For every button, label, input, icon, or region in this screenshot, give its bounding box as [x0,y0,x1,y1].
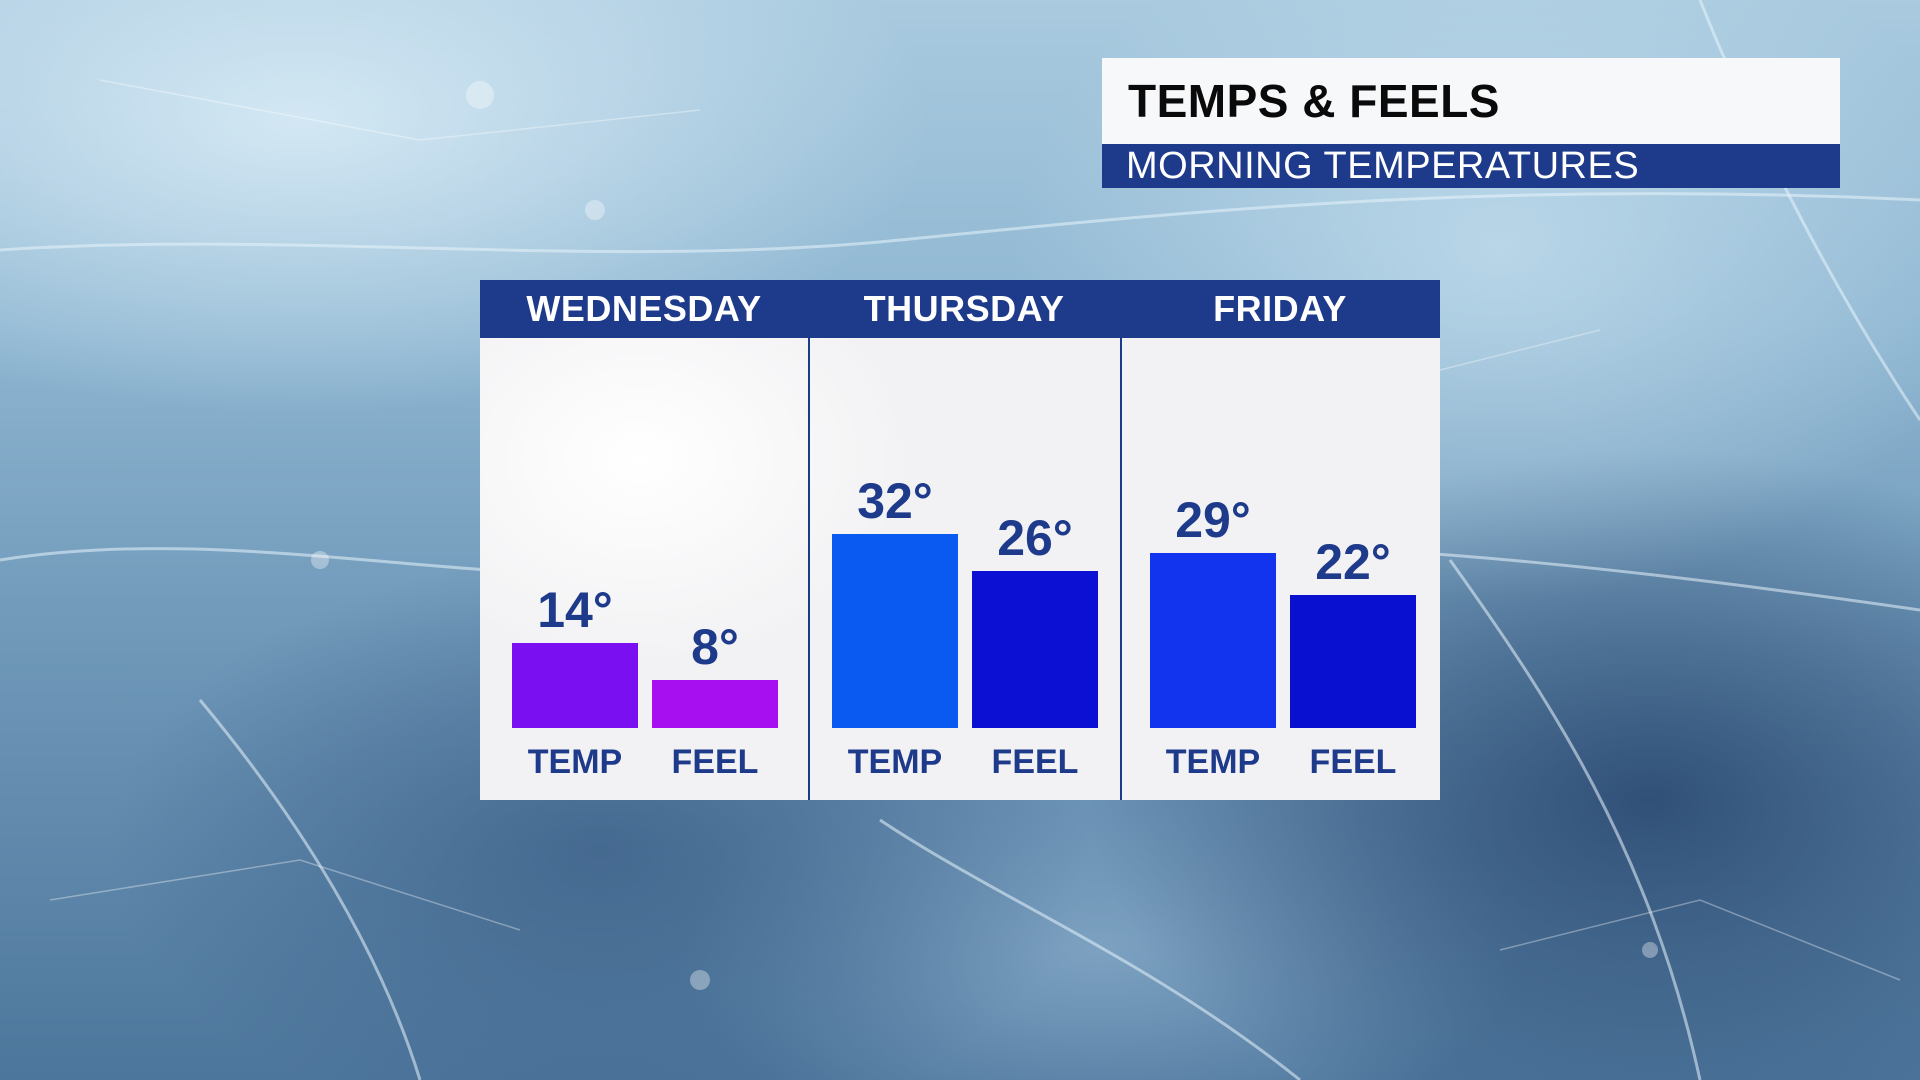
bar-series-label: TEMP [1165,743,1261,781]
bar-temp-thursday [832,534,958,728]
bar-series-label: FEEL [671,743,759,781]
chart-panel: WEDNESDAY THURSDAY FRIDAY 14° TEMP 8° FEEL 3… [480,280,1440,800]
bar-feel-friday [1290,594,1416,728]
day-label-wednesday: WEDNESDAY [526,288,762,329]
bar-value-label: 22° [1315,533,1391,590]
chart-day-header [480,280,1440,338]
bar-value-label: 8° [691,618,739,675]
bar-temp-wednesday [512,643,638,728]
bar-value-label: 14° [537,582,613,639]
day-label-friday: FRIDAY [1213,288,1347,329]
bar-series-label: TEMP [527,743,623,781]
bar-feel-wednesday [652,679,778,728]
bar-value-label: 32° [857,473,933,530]
bar-series-label: FEEL [991,743,1079,781]
bar-value-label: 26° [997,509,1073,566]
day-divider [1120,338,1122,800]
bar-temp-friday [1150,552,1276,728]
day-divider [808,338,810,800]
bar-series-label: TEMP [847,743,943,781]
title-card: TEMPS & FEELS MORNING TEMPERATURES [1102,58,1840,188]
bar-series-label: FEEL [1309,743,1397,781]
chart-plot-area [480,338,1440,800]
day-label-thursday: THURSDAY [863,288,1065,329]
bar-value-label: 29° [1175,491,1251,548]
chart-subtitle: MORNING TEMPERATURES [1102,144,1840,188]
bar-feel-thursday [972,570,1098,728]
chart-title: TEMPS & FEELS [1102,58,1840,144]
